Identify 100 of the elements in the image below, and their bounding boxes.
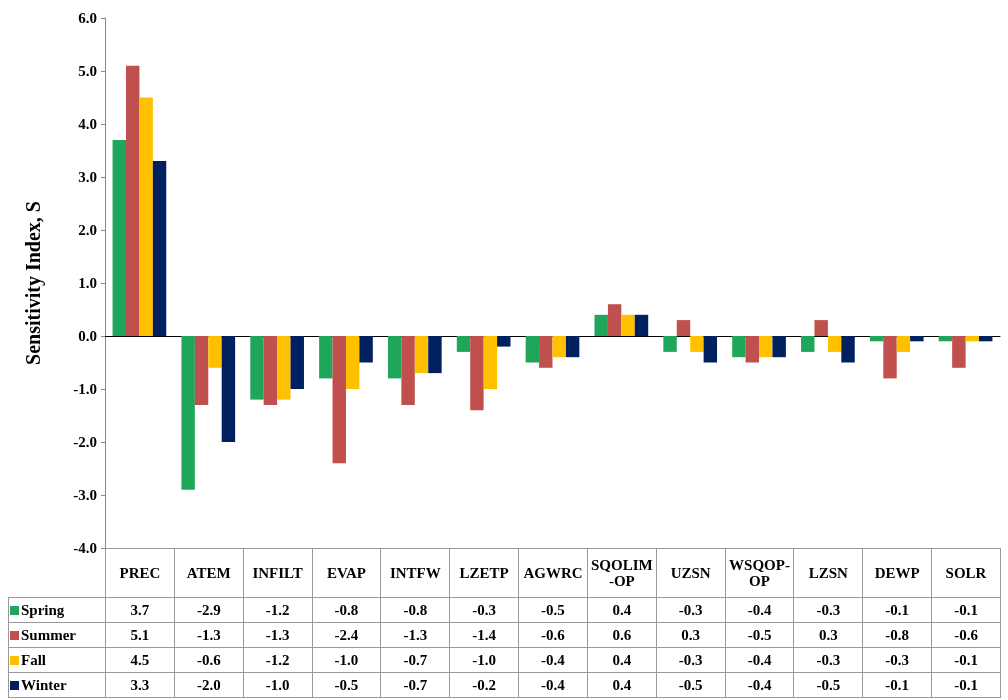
data-label: 4.5 (105, 647, 175, 673)
bar (634, 314, 649, 336)
bar (112, 139, 126, 336)
bar (938, 336, 953, 342)
y-tick-label: 2.0 (78, 222, 97, 238)
data-label: -0.1 (931, 597, 1001, 623)
bar (250, 336, 264, 400)
data-label: 0.4 (587, 647, 657, 673)
y-tick-label: 5.0 (78, 63, 97, 79)
y-tick-label: -1.0 (73, 381, 97, 397)
bar (732, 336, 746, 358)
bar (221, 336, 236, 442)
y-tick-label: 6.0 (78, 10, 97, 26)
data-label: -0.6 (931, 622, 1001, 648)
x-tick-label: LZSN (793, 548, 863, 598)
data-label: -1.3 (243, 622, 313, 648)
data-label: -1.2 (243, 597, 313, 623)
y-tick-label: 0.0 (78, 328, 97, 344)
data-label: -0.5 (725, 622, 794, 648)
legend-label: Summer (8, 622, 106, 648)
bar (621, 314, 635, 336)
bar (979, 336, 993, 342)
x-tick-label: PREC (105, 548, 175, 598)
bar (208, 336, 222, 368)
bar (359, 336, 373, 363)
bar (814, 320, 828, 336)
data-label: -0.5 (656, 672, 726, 698)
data-label: -0.4 (518, 672, 588, 698)
legend-label: Winter (8, 672, 106, 698)
bar (414, 336, 429, 374)
x-tick-label: WSQOP-OP (725, 548, 794, 598)
y-tick-label: 1.0 (78, 275, 97, 291)
bar (497, 336, 511, 347)
x-tick-label: DEWP (862, 548, 932, 598)
data-label: -0.1 (862, 597, 932, 623)
bar (552, 336, 566, 358)
data-label: -1.0 (449, 647, 519, 673)
bar (483, 336, 498, 389)
bar (565, 336, 580, 358)
data-label: 0.3 (656, 622, 726, 648)
bar (663, 336, 677, 352)
bar (690, 336, 704, 352)
bar (896, 336, 911, 352)
data-label: -0.1 (931, 647, 1001, 673)
data-label: -0.5 (312, 672, 381, 698)
data-label: 0.4 (587, 672, 657, 698)
data-label: -1.2 (243, 647, 313, 673)
data-label: -0.4 (725, 597, 794, 623)
x-tick-label: ATEM (174, 548, 244, 598)
x-tick-label: SQOLIM-OP (587, 548, 657, 598)
bar (332, 336, 346, 464)
bar (801, 336, 815, 352)
data-label: 0.3 (793, 622, 863, 648)
data-label: -0.1 (931, 672, 1001, 698)
data-label: -1.3 (174, 622, 244, 648)
data-label: -0.8 (380, 597, 450, 623)
data-label: -0.4 (725, 647, 794, 673)
data-label: -0.1 (862, 672, 932, 698)
data-label: -0.8 (862, 622, 932, 648)
data-label: 3.3 (105, 672, 175, 698)
bar (841, 336, 855, 363)
bar (607, 304, 622, 336)
data-label: -0.4 (518, 647, 588, 673)
bar (456, 336, 471, 352)
y-tick-label: -3.0 (73, 487, 97, 503)
data-label: -0.3 (862, 647, 932, 673)
data-label: -0.3 (793, 597, 863, 623)
data-label: -0.3 (656, 647, 726, 673)
bar (194, 336, 209, 405)
y-axis-title: Sensitivity Index, S (22, 201, 45, 365)
bar (883, 336, 897, 379)
data-label: 3.7 (105, 597, 175, 623)
y-tick-label: -2.0 (73, 434, 97, 450)
data-label: -0.2 (449, 672, 519, 698)
y-tick-label: 3.0 (78, 169, 97, 185)
data-label: -1.0 (312, 647, 381, 673)
bar (345, 336, 360, 389)
legend-label: Fall (8, 647, 106, 673)
x-tick-label: SOLR (931, 548, 1001, 598)
y-tick-label: -4.0 (73, 540, 97, 556)
bar (152, 161, 167, 336)
bar (910, 336, 924, 342)
bar (319, 336, 333, 379)
data-label: -2.4 (312, 622, 381, 648)
data-label: 0.6 (587, 622, 657, 648)
data-label: 5.1 (105, 622, 175, 648)
bar (952, 336, 966, 368)
data-label: -0.5 (793, 672, 863, 698)
data-label: -0.3 (793, 647, 863, 673)
bar (290, 336, 304, 389)
x-tick-label: LZETP (449, 548, 519, 598)
bar (759, 336, 773, 358)
data-label: -1.0 (243, 672, 313, 698)
data-label: -0.4 (725, 672, 794, 698)
y-tick-label: 4.0 (78, 116, 97, 132)
data-label: -0.7 (380, 672, 450, 698)
bar (181, 336, 195, 490)
x-tick-label: EVAP (312, 548, 381, 598)
bar (387, 336, 402, 379)
x-tick-label: INTFW (380, 548, 450, 598)
